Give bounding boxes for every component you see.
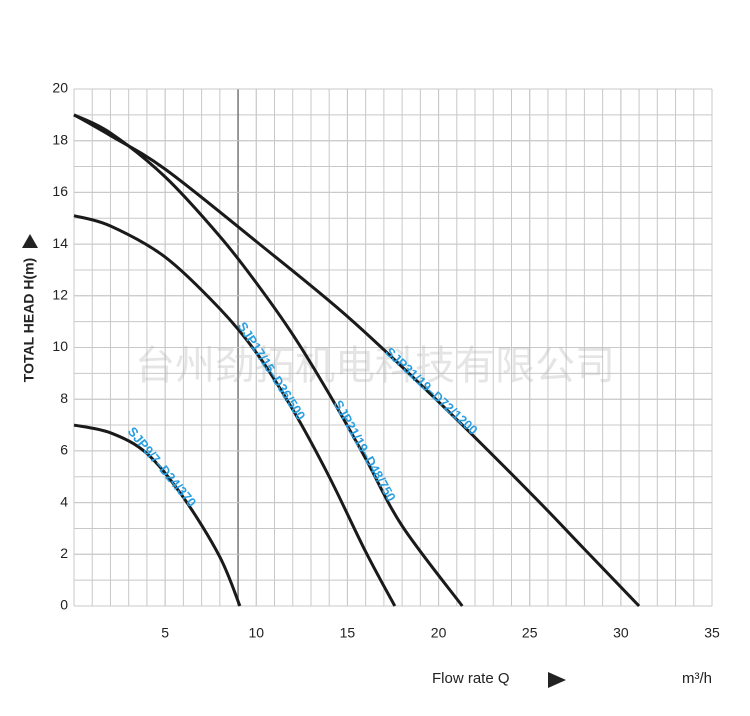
curve <box>73 113 464 607</box>
x-tick-label: 15 <box>340 625 356 641</box>
y-tick-label: 8 <box>60 390 68 406</box>
y-tick-label: 12 <box>52 287 68 303</box>
y-tick-label: 2 <box>60 545 68 561</box>
y-axis-label: TOTAL HEAD H(m) <box>21 258 37 382</box>
x-unit: m³/h <box>682 670 712 687</box>
watermark: 台州劲拓机电科技有限公司 <box>135 343 615 389</box>
x-tick-label: 30 <box>613 625 629 641</box>
x-axis-label: Flow rate Q <box>432 670 510 687</box>
series-label: SJP9/7–D24/370 <box>125 424 200 510</box>
curve <box>73 113 641 608</box>
x-tick-label: 10 <box>248 625 264 641</box>
y-tick-label: 20 <box>52 80 68 96</box>
x-tick-label: 35 <box>704 625 720 641</box>
y-tick-label: 10 <box>52 338 68 354</box>
x-tick-label: 25 <box>522 625 538 641</box>
y-arrow <box>22 234 38 248</box>
curve <box>73 214 397 607</box>
series-label-group: SJP9/7–D24/370 <box>125 424 200 510</box>
y-tick-label: 16 <box>52 183 68 199</box>
x-arrow <box>548 672 566 688</box>
y-tick-label: 14 <box>52 235 68 251</box>
y-tick-label: 18 <box>52 131 68 147</box>
curve <box>73 423 242 607</box>
x-tick-label: 20 <box>431 625 447 641</box>
y-tick-label: 6 <box>60 442 68 458</box>
x-tick-label: 5 <box>161 625 169 641</box>
y-tick-label: 4 <box>60 493 68 509</box>
y-tick-label: 0 <box>60 597 68 613</box>
